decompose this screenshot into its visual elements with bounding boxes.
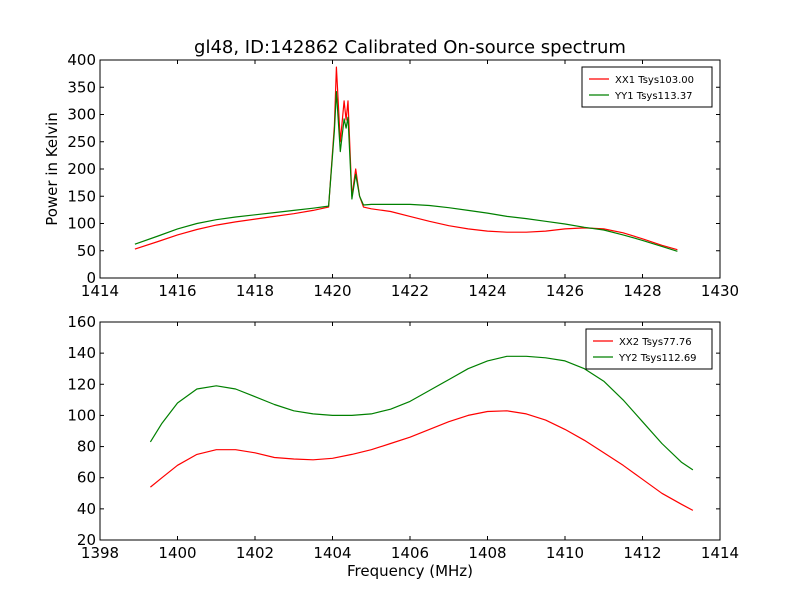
y-tick-label: 20 [77, 531, 96, 549]
top-panel: 1414 1416 1418 1420 1422 1424 1426 1428 1430 0 50 1… [67, 51, 739, 300]
y-tick-label: 60 [77, 469, 96, 487]
x-tick-label: 1406 [391, 544, 429, 562]
x-tick-label: 1416 [158, 282, 196, 300]
chart-title: gl48, ID:142862 Calibrated On-source spe… [194, 37, 626, 58]
x-tick-label: 1400 [158, 544, 196, 562]
legend: XX1 Tsys103.00 YY1 Tsys113.37 [581, 66, 713, 108]
x-tick-label: 1426 [546, 282, 584, 300]
legend: XX2 Tsys77.76 YY2 Tsys112.69 [585, 328, 713, 370]
y-tick-label: 100 [67, 406, 96, 424]
legend-entry: XX1 Tsys103.00 [615, 75, 694, 86]
x-tick-label: 1412 [623, 544, 661, 562]
series-line-1-2 [134, 90, 678, 252]
y-tick-label: 140 [67, 344, 96, 362]
x-tick-label: 1422 [391, 282, 429, 300]
x-tick-label: 1398 [81, 544, 119, 562]
x-tick-label: 1428 [623, 282, 661, 300]
y-tick-label: 250 [67, 133, 96, 151]
series-line-2-2 [149, 355, 694, 471]
y-tick-label: 400 [67, 51, 96, 69]
y-tick-label: 350 [67, 78, 96, 96]
legend-box [585, 328, 713, 370]
legend-entry: XX2 Tsys77.76 [619, 337, 692, 348]
y-tick-label: 200 [67, 160, 96, 178]
x-tick-label: 1430 [701, 282, 739, 300]
x-tick-label: 1424 [468, 282, 506, 300]
legend-entry: YY2 Tsys112.69 [618, 353, 697, 364]
x-tick-label: 1402 [236, 544, 274, 562]
y-tick-label: 120 [67, 375, 96, 393]
y-tick-label: 40 [77, 500, 96, 518]
legend-entry: YY1 Tsys113.37 [614, 91, 693, 102]
legend-box [581, 66, 713, 108]
x-tick-label: 1420 [313, 282, 351, 300]
x-tick-label: 1404 [313, 544, 351, 562]
x-axis-label: Frequency (MHz) [347, 562, 473, 580]
series-line-2-1 [150, 410, 694, 511]
y-tick-label: 300 [67, 106, 96, 124]
x-tick-label: 1418 [236, 282, 274, 300]
x-tick-label: 1408 [468, 544, 506, 562]
x-tick-label: 1414 [701, 544, 739, 562]
x-tick-label: 1410 [546, 544, 584, 562]
y-tick-label: 160 [67, 313, 96, 331]
y-axis-label: Power in Kelvin [43, 112, 61, 226]
y-tick-label: 0 [86, 269, 96, 287]
x-tick-label: 1414 [81, 282, 119, 300]
y-tick-label: 100 [67, 215, 96, 233]
y-tick-label: 150 [67, 187, 96, 205]
bottom-panel: 1398 1400 1402 1404 1406 1408 1410 1412 1414 20 40… [67, 313, 739, 562]
y-tick-label: 50 [77, 242, 96, 260]
y-tick-label: 80 [77, 438, 96, 456]
